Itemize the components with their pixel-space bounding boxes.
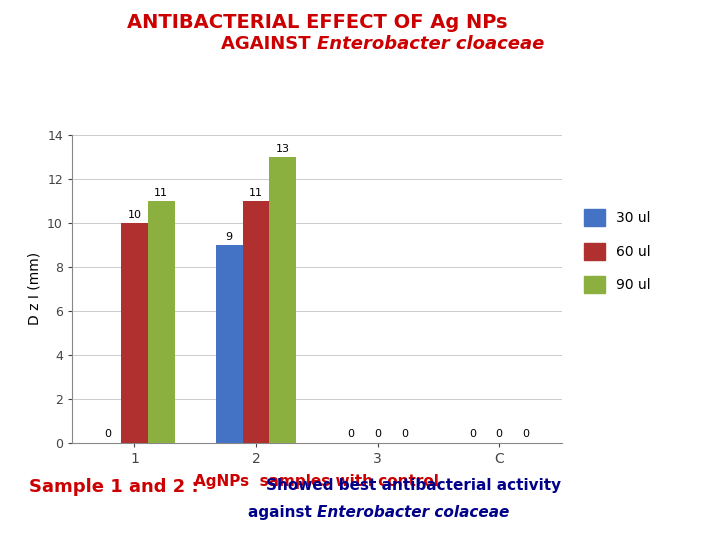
Text: 0: 0 <box>347 429 354 439</box>
Text: against: against <box>248 505 317 520</box>
Text: AGAINST: AGAINST <box>221 35 317 53</box>
Bar <box>148 201 174 443</box>
Text: 0: 0 <box>495 429 503 439</box>
Text: Showed best antibacterial activity: Showed best antibacterial activity <box>266 478 562 493</box>
Text: 11: 11 <box>154 188 168 198</box>
Legend: 30 ul, 60 ul, 90 ul: 30 ul, 60 ul, 90 ul <box>578 204 656 299</box>
Text: Enterobacter cloaceae: Enterobacter cloaceae <box>317 35 544 53</box>
X-axis label: AgNPs  samples with control: AgNPs samples with control <box>194 474 439 489</box>
Text: 13: 13 <box>276 144 289 154</box>
Y-axis label: D z I (mm): D z I (mm) <box>27 252 42 326</box>
Bar <box>121 223 148 443</box>
Text: Enterobacter colaceae: Enterobacter colaceae <box>317 505 509 520</box>
Text: 0: 0 <box>401 429 408 439</box>
Text: 10: 10 <box>127 210 141 220</box>
Text: 9: 9 <box>225 232 233 241</box>
Bar <box>216 245 243 443</box>
Bar <box>243 201 269 443</box>
Text: Sample 1 and 2 :: Sample 1 and 2 : <box>29 478 199 496</box>
Text: 11: 11 <box>249 188 263 198</box>
Text: 0: 0 <box>374 429 381 439</box>
Text: ANTIBACTERIAL EFFECT OF Ag NPs: ANTIBACTERIAL EFFECT OF Ag NPs <box>127 14 507 32</box>
Text: 0: 0 <box>104 429 111 439</box>
Bar <box>269 157 296 443</box>
Text: 0: 0 <box>523 429 529 439</box>
Text: 0: 0 <box>469 429 476 439</box>
